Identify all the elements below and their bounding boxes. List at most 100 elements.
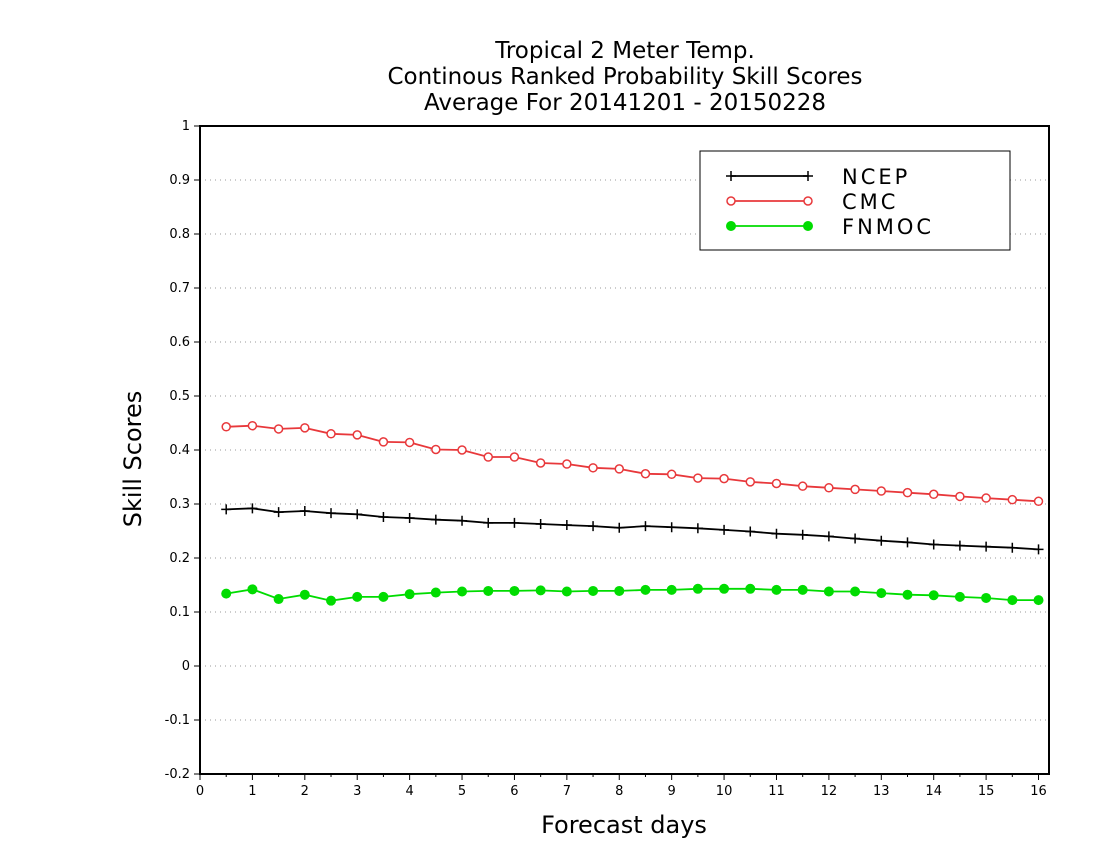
data-point-ncep (928, 539, 939, 550)
y-tick-label: 0.8 (169, 227, 190, 242)
chart-title: Tropical 2 Meter Temp. Continous Ranked … (387, 38, 862, 116)
legend-label-fnmoc: FNMOC (842, 215, 934, 239)
data-point-cmc (955, 491, 965, 502)
data-point-cmc (457, 445, 467, 455)
data-point-fnmoc (457, 586, 468, 597)
data-point-cmc (745, 477, 756, 487)
data-point-ncep (430, 514, 441, 525)
data-point-ncep (326, 508, 337, 519)
y-tick-label: 0.9 (169, 173, 190, 188)
data-point-fnmoc (981, 592, 992, 603)
data-point-fnmoc (299, 589, 310, 600)
series-fnmoc (221, 583, 1044, 606)
data-point-fnmoc (509, 585, 520, 596)
data-point-fnmoc (692, 583, 703, 594)
series-lines (221, 420, 1044, 606)
y-tick-label: 0.2 (169, 551, 190, 566)
data-point-ncep (666, 522, 677, 533)
series-line-ncep (226, 507, 1039, 551)
data-point-fnmoc (221, 588, 232, 599)
data-point-fnmoc (1007, 595, 1018, 606)
series-line-fnmoc (226, 587, 1039, 602)
data-point-cmc (771, 478, 782, 489)
data-point-ncep (378, 511, 389, 522)
series-cmc (221, 420, 1044, 507)
title-line-2: Continous Ranked Probability Skill Score… (387, 64, 862, 90)
x-tick-label: 8 (615, 784, 623, 799)
series-ncep (221, 503, 1044, 555)
y-axis-label: Skill Scores (119, 391, 147, 528)
series-line-cmc (226, 424, 1039, 503)
data-point-fnmoc (745, 583, 756, 594)
data-point-fnmoc (954, 591, 965, 602)
legend-label-ncep: NCEP (842, 165, 910, 189)
data-point-ncep (247, 503, 258, 514)
data-point-cmc (824, 483, 834, 493)
x-tick-label: 14 (925, 784, 942, 799)
data-point-fnmoc (404, 589, 415, 600)
axes: -0.2-0.100.10.20.30.40.50.60.70.80.910 1 2… (165, 119, 1050, 799)
x-tick-label: 1 (248, 784, 256, 799)
data-point-ncep (876, 535, 887, 546)
y-tick-label: -0.1 (165, 713, 190, 728)
data-point-cmc (562, 459, 572, 469)
data-point-fnmoc (561, 586, 572, 597)
data-point-fnmoc (326, 595, 337, 606)
data-point-cmc (693, 473, 703, 483)
y-tick-label: 0 (182, 659, 190, 674)
data-point-fnmoc (247, 584, 258, 595)
data-point-ncep (221, 504, 232, 515)
y-tick-label: 0.6 (169, 335, 190, 350)
data-point-cmc (483, 452, 493, 462)
x-tick-label: 12 (821, 784, 838, 799)
x-tick-label: 5 (458, 784, 466, 799)
y-tick-label: 1 (182, 119, 190, 134)
data-point-ncep (1007, 542, 1018, 553)
data-point-ncep (561, 520, 572, 531)
legend-label-cmc: CMC (842, 190, 898, 214)
data-point-cmc (300, 423, 310, 433)
data-point-ncep (797, 529, 808, 540)
data-point-fnmoc (771, 584, 782, 595)
y-tick-label: -0.2 (165, 767, 190, 782)
legend-marker-fnmoc (726, 221, 736, 231)
x-tick-label: 3 (353, 784, 361, 799)
legend-marker-cmc (726, 196, 736, 206)
data-point-ncep (640, 521, 651, 532)
data-point-ncep (483, 517, 494, 528)
data-point-cmc (928, 489, 939, 500)
data-point-cmc (431, 444, 441, 455)
data-point-cmc (797, 481, 808, 491)
data-point-fnmoc (430, 587, 441, 598)
y-tick-label: 0.7 (169, 281, 190, 296)
x-tick-label: 13 (873, 784, 890, 799)
data-point-ncep (954, 540, 965, 551)
x-tick-label: 7 (563, 784, 571, 799)
data-point-ncep (981, 541, 992, 552)
x-tick-label: 0 (196, 784, 204, 799)
data-point-ncep (614, 522, 625, 533)
data-point-ncep (850, 533, 861, 544)
data-point-fnmoc (535, 585, 546, 596)
y-tick-label: 0.4 (169, 443, 190, 458)
data-point-cmc (352, 430, 362, 440)
x-tick-label: 2 (301, 784, 309, 799)
data-point-cmc (850, 484, 860, 495)
data-point-cmc (902, 487, 913, 498)
data-point-ncep (902, 537, 913, 548)
x-tick-label: 10 (716, 784, 733, 799)
data-point-fnmoc (850, 586, 861, 597)
legend-marker-ncep (726, 171, 736, 181)
x-tick-label: 6 (510, 784, 518, 799)
x-tick-label: 9 (668, 784, 676, 799)
data-point-fnmoc (483, 585, 494, 596)
x-tick-label: 16 (1030, 784, 1047, 799)
data-point-fnmoc (876, 588, 887, 599)
data-point-cmc (666, 469, 677, 480)
data-point-fnmoc (902, 589, 913, 600)
data-point-fnmoc (640, 584, 651, 595)
legend-marker-cmc (803, 196, 813, 206)
x-tick-label: 15 (978, 784, 995, 799)
data-point-fnmoc (273, 594, 284, 605)
